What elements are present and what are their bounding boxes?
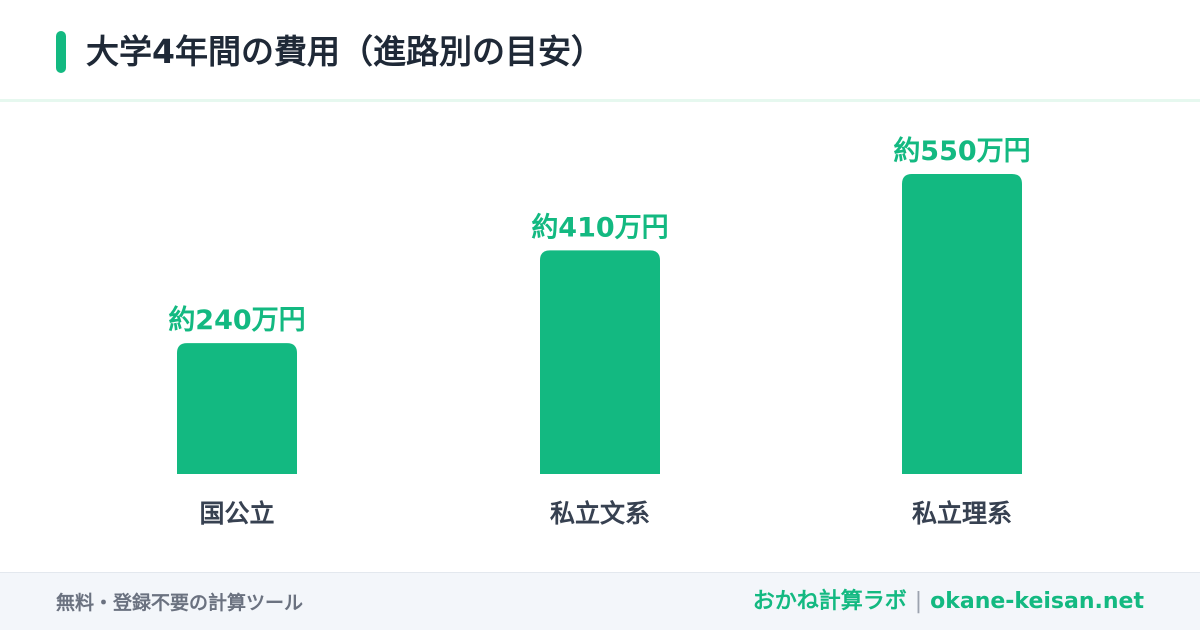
bar-3 [902,174,1022,474]
brand-separator: | [914,589,923,614]
category-label: 国公立 [199,499,274,528]
bar-value-label: 約240万円 [168,304,305,336]
bar-2 [540,250,660,474]
bar-value-label: 約410万円 [531,211,668,243]
title-accent-bar [56,31,66,73]
site-domain: okane-keisan.net [930,589,1144,614]
footer-tagline: 無料・登録不要の計算ツール [56,592,304,614]
category-label: 私立理系 [912,499,1012,528]
category-label: 私立文系 [550,499,650,528]
footer: 無料・登録不要の計算ツール おかね計算ラボ | okane-keisan.net [0,572,1200,630]
bar-1 [177,343,297,474]
brand-name: おかね計算ラボ [752,589,907,614]
footer-brand[interactable]: おかね計算ラボ | okane-keisan.net [753,589,1144,615]
header: 大学4年間の費用（進路別の目安） [0,0,1200,102]
page-title: 大学4年間の費用（進路別の目安） [86,32,604,71]
bar-value-label: 約550万円 [893,135,1030,167]
